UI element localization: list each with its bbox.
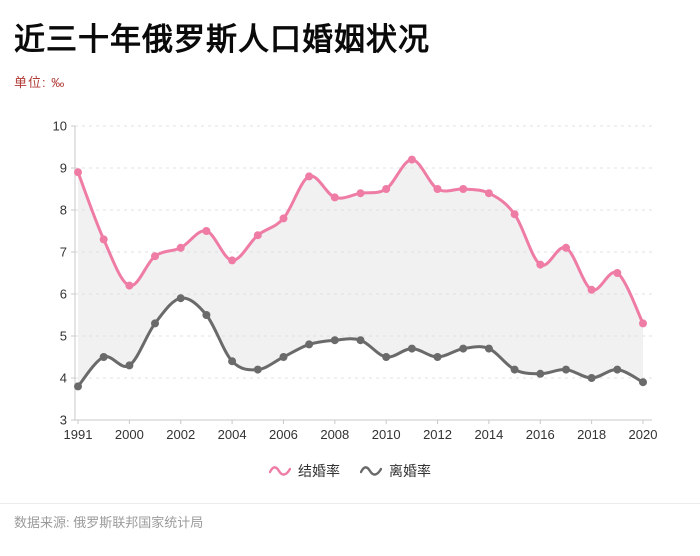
marriage-point [356,189,365,198]
divorce-point [228,357,237,366]
divorce-point [562,365,570,374]
divorce-point [356,336,365,345]
marriage-point [202,227,211,235]
marriage-point [587,285,596,294]
divorce-point [613,365,622,374]
marriage-point [484,189,493,198]
divorce-point [459,344,468,353]
chart-legend: 结婚率 离婚率 [0,458,700,484]
y-tick-label: 7 [60,245,67,260]
x-tick-label: 2020 [629,427,658,442]
marriage-point [407,155,416,164]
x-tick-label: 2008 [320,427,349,442]
x-tick-label: 2006 [269,427,298,442]
x-tick-label: 2004 [218,427,247,442]
divorce-point [382,353,391,361]
x-tick-label: 1991 [64,427,93,442]
divorce-wave-icon [360,466,382,476]
y-tick-label: 8 [60,203,67,218]
marriage-point [74,168,82,177]
legend-label-divorce: 离婚率 [389,463,431,479]
y-tick-label: 6 [60,287,67,302]
x-tick-label: 2010 [372,427,401,442]
y-tick-label: 4 [60,371,67,386]
divorce-point [202,311,211,319]
y-tick-label: 10 [53,119,67,134]
divorce-point [253,365,262,374]
fill-between-band [78,159,643,387]
y-tick-label: 5 [60,329,67,344]
divorce-point [587,374,596,382]
divorce-point [305,340,314,349]
marriage-point [382,185,391,193]
page-title: 近三十年俄罗斯人口婚姻状况 [14,22,430,57]
legend-item-divorce: 离婚率 [360,461,431,481]
x-tick-label: 2012 [423,427,452,442]
unit-label: 单位: ‰ [14,75,66,90]
marriage-point [125,281,134,290]
marriage-point [228,256,237,265]
divorce-point [74,382,82,391]
divorce-point [279,353,288,361]
x-tick-label: 2014 [474,427,503,442]
marriage-point [99,235,108,244]
divorce-point [125,361,134,370]
marriage-point [459,185,468,193]
x-tick-label: 2016 [526,427,555,442]
data-source: 数据来源: 俄罗斯联邦国家统计局 [14,515,204,530]
marriage-point [330,193,339,202]
y-tick-label: 3 [60,413,67,428]
marriage-point [613,269,622,277]
divorce-point [407,344,416,353]
marriage-point [176,243,185,252]
divorce-point [330,336,339,345]
legend-label-marriage: 结婚率 [298,463,340,479]
marriage-point [305,172,314,181]
divorce-point [639,378,647,387]
divorce-point [433,353,442,361]
divorce-point [536,369,545,378]
legend-item-marriage: 结婚率 [269,461,340,481]
divorce-point [176,294,185,303]
x-tick-label: 2000 [115,427,144,442]
divorce-point [484,344,493,353]
marriage-point [639,319,647,328]
marriage-point [279,214,288,223]
x-tick-label: 2018 [577,427,606,442]
marriage-point [151,252,159,261]
marriage-point [562,243,570,252]
marriage-wave-icon [269,466,291,476]
divorce-point [510,365,519,374]
y-tick-label: 9 [60,161,67,176]
marriage-point [433,185,442,193]
divorce-point [151,319,159,328]
footer-divider [0,503,700,504]
marriage-point [253,231,262,240]
marriage-point [536,260,545,269]
divorce-point [99,353,108,361]
x-tick-label: 2002 [166,427,195,442]
marriage-point [510,210,519,219]
